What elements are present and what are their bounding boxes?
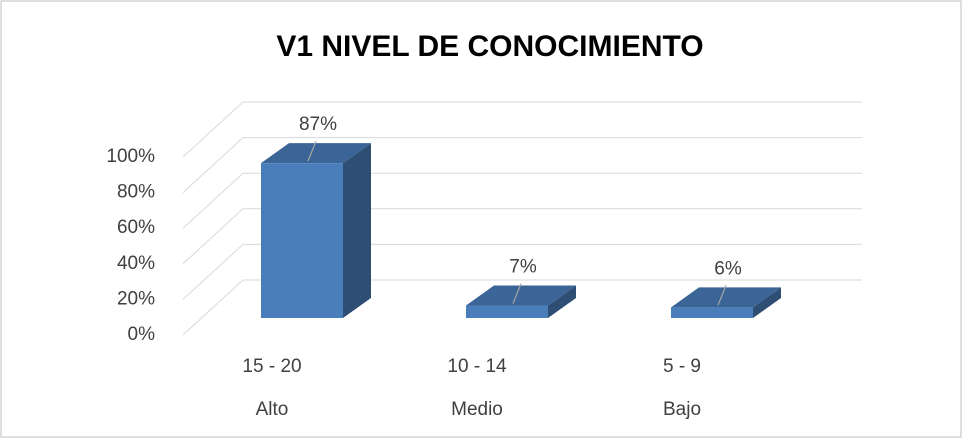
x-tick-label: 15 - 20 bbox=[242, 356, 301, 377]
grid-line bbox=[182, 279, 862, 336]
data-label: 7% bbox=[509, 257, 537, 278]
grid-line bbox=[182, 208, 862, 265]
bar bbox=[261, 163, 343, 318]
leader-line bbox=[717, 285, 727, 306]
x-tick-label: 5 - 9 bbox=[663, 356, 701, 377]
bar-top bbox=[671, 287, 781, 308]
bar-side bbox=[343, 143, 371, 318]
y-tick-label: 40% bbox=[117, 253, 155, 274]
bar-side bbox=[548, 285, 576, 318]
y-tick-label: 60% bbox=[117, 217, 155, 238]
y-tick-label: 80% bbox=[117, 182, 155, 203]
x-tick-label: 10 - 14 bbox=[447, 356, 507, 377]
grid-line bbox=[182, 243, 862, 300]
leader-line bbox=[512, 283, 522, 304]
bar bbox=[671, 307, 753, 318]
chart-title: V1 NIVEL DE CONOCIMIENTO bbox=[276, 30, 703, 63]
bar-top bbox=[261, 143, 371, 164]
bar-top bbox=[466, 285, 576, 306]
leader-line bbox=[307, 140, 317, 162]
data-label: 87% bbox=[299, 114, 337, 135]
grid-line bbox=[182, 101, 862, 158]
y-tick-label: 20% bbox=[117, 288, 155, 309]
x-tick-sublabel: Medio bbox=[451, 399, 503, 420]
bar-side bbox=[753, 287, 781, 318]
x-tick-sublabel: Bajo bbox=[663, 399, 701, 420]
grid-line bbox=[182, 172, 862, 229]
data-label: 6% bbox=[714, 258, 742, 279]
y-tick-label: 100% bbox=[106, 146, 155, 167]
y-tick-label: 0% bbox=[128, 324, 156, 345]
grid-line bbox=[182, 137, 862, 193]
x-tick-sublabel: Alto bbox=[256, 399, 289, 420]
bar bbox=[466, 305, 548, 318]
